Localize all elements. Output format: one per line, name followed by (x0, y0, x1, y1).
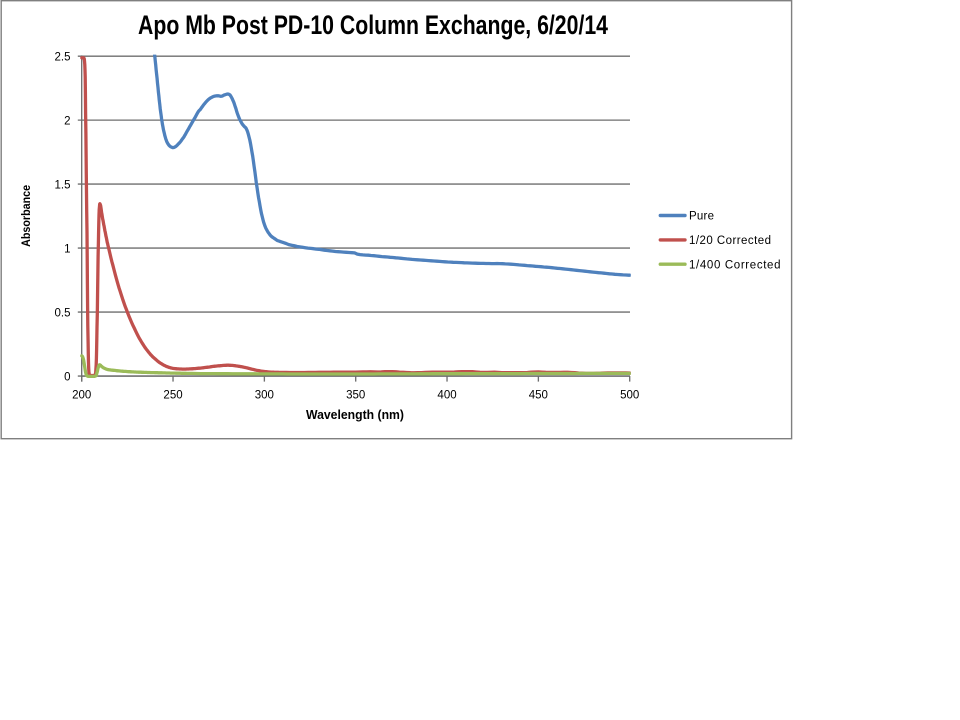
svg-text:Apo Mb Post PD-10 Column Excha: Apo Mb Post PD-10 Column Exchange, 6/20/… (138, 10, 608, 40)
svg-text:1: 1 (64, 243, 70, 255)
svg-text:1/400 Corrected: 1/400 Corrected (689, 259, 781, 271)
svg-text:500: 500 (620, 389, 639, 401)
svg-text:450: 450 (529, 389, 548, 401)
svg-text:300: 300 (255, 389, 274, 401)
svg-text:0.5: 0.5 (55, 307, 71, 319)
svg-text:Pure: Pure (689, 211, 714, 223)
svg-text:1/20 Corrected: 1/20 Corrected (689, 235, 771, 247)
svg-text:250: 250 (163, 389, 182, 401)
svg-text:Absorbance: Absorbance (19, 185, 33, 247)
svg-text:350: 350 (346, 389, 365, 401)
svg-text:0: 0 (64, 371, 70, 383)
svg-text:Wavelength (nm): Wavelength (nm) (306, 407, 404, 422)
svg-text:2: 2 (64, 115, 70, 127)
svg-text:200: 200 (72, 389, 91, 401)
svg-text:2.5: 2.5 (55, 51, 71, 63)
svg-text:1.5: 1.5 (55, 179, 71, 191)
svg-text:400: 400 (437, 389, 456, 401)
